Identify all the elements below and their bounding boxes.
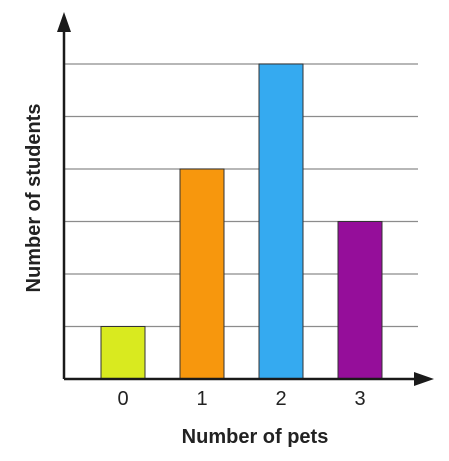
x-axis-arrow-icon bbox=[414, 372, 434, 386]
y-axis-label: Number of students bbox=[23, 104, 45, 293]
x-tick-labels: 0 1 2 3 bbox=[117, 388, 365, 410]
bar-2 bbox=[258, 63, 304, 380]
x-tick-label: 0 bbox=[117, 388, 128, 410]
axes bbox=[57, 12, 434, 386]
x-tick-label: 2 bbox=[275, 388, 286, 410]
bar-3 bbox=[337, 221, 383, 380]
bar-0 bbox=[100, 326, 146, 380]
y-axis-arrow-icon bbox=[57, 12, 71, 32]
x-tick-label: 3 bbox=[354, 388, 365, 410]
x-axis-label: Number of pets bbox=[182, 426, 329, 448]
bars bbox=[100, 63, 383, 380]
bar-1 bbox=[179, 168, 225, 380]
x-tick-label: 1 bbox=[196, 388, 207, 410]
